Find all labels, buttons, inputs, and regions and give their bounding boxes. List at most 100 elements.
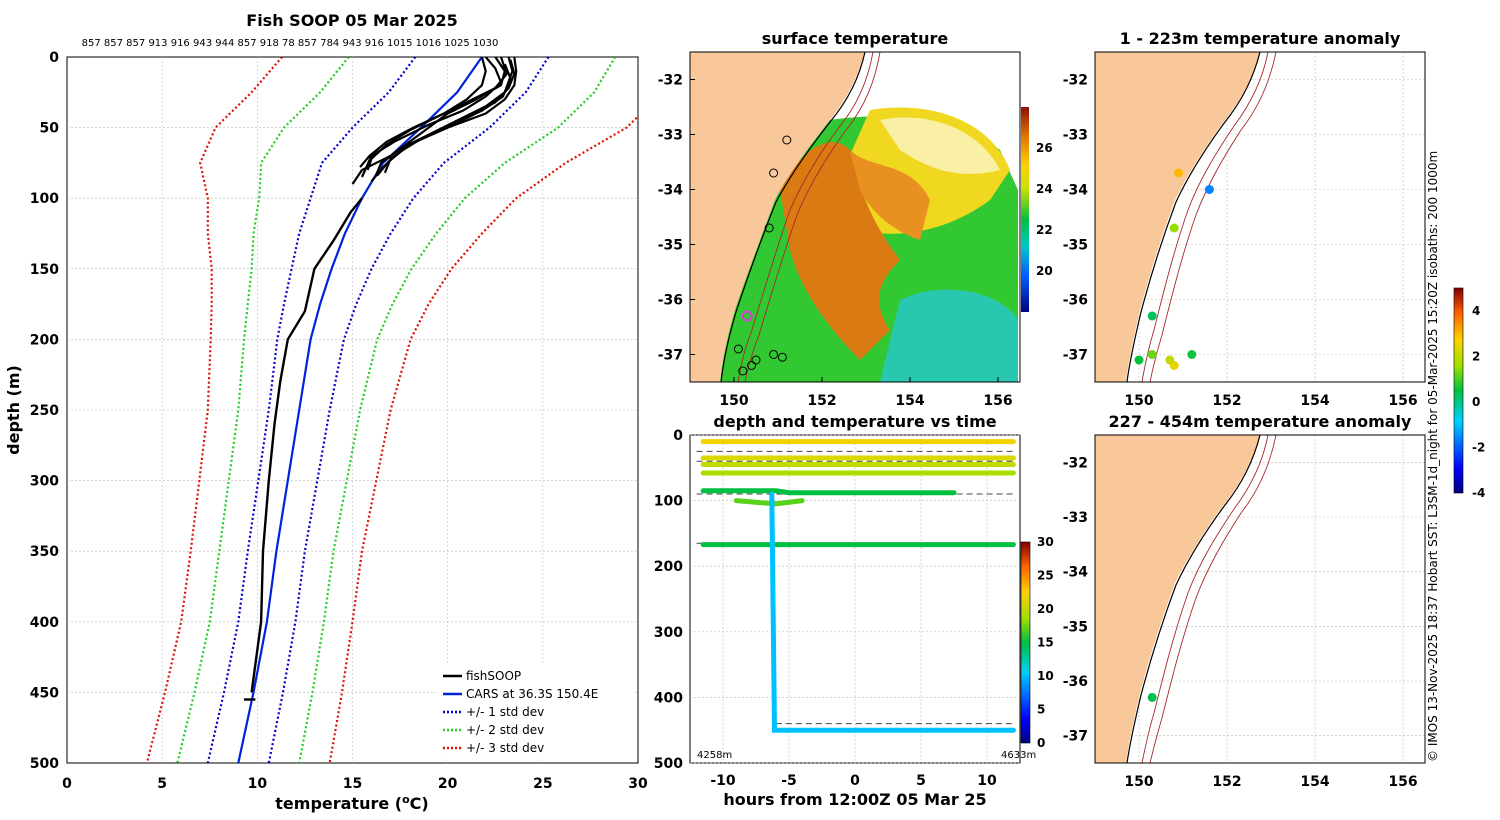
sst-cool-water <box>880 289 1018 382</box>
sst-station-marker <box>764 223 774 233</box>
anom1-geo <box>1095 52 1277 382</box>
time-colorbar <box>1020 541 1031 744</box>
anom-ytick: -35 <box>1063 238 1088 254</box>
profile-title: Fish SOOP 05 Mar 2025 <box>246 11 457 30</box>
anomaly-colorbar-tick: -2 <box>1472 440 1485 454</box>
profile-xtick: 10 <box>248 776 268 792</box>
anom-xtick: 150 <box>1124 393 1153 409</box>
profile-panel: Fish SOOP 05 Mar 2025 857 857 857 913 91… <box>4 11 648 813</box>
time-colorbar-tick: 0 <box>1037 736 1045 750</box>
profile-std1-upper <box>267 57 550 763</box>
anom2-isobath-200 <box>1141 435 1269 763</box>
profile-xlabel: temperature (oC) <box>275 793 428 813</box>
anom-ytick: -35 <box>1063 619 1088 635</box>
anom-xtick: 154 <box>1300 774 1329 790</box>
anomaly-point <box>1174 168 1184 178</box>
profile-xtick: 20 <box>438 776 458 792</box>
profile-std3-lower <box>145 57 283 763</box>
sst-warm-core <box>780 142 900 360</box>
anomaly-point <box>1204 185 1214 194</box>
anomaly-colorbar-tick: 2 <box>1472 349 1480 363</box>
anom-ytick: -33 <box>1063 510 1088 526</box>
sst-ytick: -34 <box>658 183 684 199</box>
sst-colorbar-ticks: 20 22 24 26 <box>1036 141 1053 278</box>
profile-ytick: 300 <box>30 474 59 490</box>
sst-axes <box>689 51 1021 383</box>
sst-xtick: 156 <box>983 393 1012 409</box>
profile-xtick: 30 <box>628 776 648 792</box>
anomaly-colorbar-tick: 0 <box>1472 395 1480 409</box>
anomaly-colorbar-ticks: 4 2 0 -2 -4 <box>1472 304 1485 500</box>
anom-xtick: 150 <box>1124 774 1153 790</box>
anomaly-point <box>1134 355 1144 365</box>
sst-ytick: -37 <box>658 348 683 364</box>
profile-fishsoop-cast <box>360 57 503 178</box>
time-xtick: -10 <box>710 773 736 789</box>
anom-ytick: -32 <box>1063 73 1088 89</box>
anom1-title: 1 - 223m temperature anomaly <box>1120 29 1401 48</box>
sst-colorbar <box>1021 107 1029 312</box>
sst-station-marker <box>733 344 743 354</box>
time-ytick: 100 <box>654 494 683 510</box>
sst-warm-eddy <box>850 150 930 240</box>
time-ytick: 500 <box>654 756 683 772</box>
anom1-land <box>1095 52 1260 382</box>
anomaly-point <box>1147 692 1157 702</box>
profile-ytick: 400 <box>30 615 59 631</box>
sst-colorbar-tick: 24 <box>1036 182 1053 196</box>
anom-ytick: -34 <box>1063 565 1089 581</box>
anom1-coastline <box>1126 52 1261 382</box>
profile-ytick: 50 <box>40 121 60 137</box>
profile-fishsoop-cast <box>376 59 516 177</box>
anomaly-point <box>1187 350 1197 359</box>
anomaly-colorbar <box>1453 287 1464 494</box>
anom-ytick: -36 <box>1063 293 1088 309</box>
legend-std3: +/- 3 std dev <box>466 741 544 755</box>
profile-std2-upper <box>298 57 617 763</box>
profile-ytick: 250 <box>30 403 59 419</box>
time-track-deep <box>769 491 1016 733</box>
anom-ytick: -34 <box>1063 183 1089 199</box>
sst-ticks: 150 152 154 156 -32 -33 -34 -35 -36 -37 <box>658 73 1013 410</box>
anom-ytick: -32 <box>1063 455 1088 471</box>
anomaly-map-1: 1 - 223m temperature anomaly 150 152 154 15… <box>1063 29 1486 500</box>
sst-station-marker <box>777 352 787 362</box>
anom-xtick: 152 <box>1212 393 1241 409</box>
time-colorbar-tick: 30 <box>1037 535 1054 549</box>
anom2-geo <box>1095 435 1277 763</box>
profile-std1-lower <box>206 57 417 763</box>
anomaly-point <box>1147 350 1157 359</box>
sst-isobath-1000 <box>744 52 881 382</box>
profile-legend: fishSOOP CARS at 36.3S 150.4E +/- 1 std … <box>436 664 634 759</box>
time-grid <box>690 434 1020 764</box>
time-colorbar-tick: 5 <box>1037 703 1045 717</box>
time-title: depth and temperature vs time <box>713 412 996 431</box>
time-xtick: 5 <box>916 773 926 789</box>
time-colorbar-tick: 10 <box>1037 669 1054 683</box>
time-ytick: 300 <box>654 625 683 641</box>
sst-map-panel: surface temperature 150 152 154 156 -32 -33 -3… <box>658 29 1053 409</box>
anomaly-point <box>1147 311 1157 321</box>
sst-colorbar-tick: 26 <box>1036 141 1053 155</box>
anom-xtick: 154 <box>1300 393 1329 409</box>
time-ytick: 200 <box>654 559 683 575</box>
profile-ytick: 500 <box>30 756 59 772</box>
time-ytick: 400 <box>654 690 683 706</box>
profile-fishsoop-cast <box>351 57 506 185</box>
anom1-ticks: 150 152 154 156 -32 -33 -34 -35 -36 -37 <box>1063 73 1418 410</box>
sst-ytick: -36 <box>658 293 683 309</box>
profile-std3-upper <box>328 114 638 763</box>
anom2-ticks: 150 152 154 156 -32 -33 -34 -35 -36 -37 <box>1063 455 1418 790</box>
legend-cars: CARS at 36.3S 150.4E <box>466 687 598 701</box>
time-corner-right: 4633m <box>1001 750 1036 761</box>
sst-station-marker <box>769 350 779 359</box>
sst-xtick: 150 <box>719 393 748 409</box>
profile-ytick: 0 <box>49 50 59 66</box>
time-track-100m <box>733 498 805 507</box>
profile-xtick: 0 <box>62 776 72 792</box>
sst-cars-location-marker <box>741 310 753 322</box>
anom-xtick: 156 <box>1388 774 1417 790</box>
sst-coastline <box>720 52 866 382</box>
time-tracks <box>696 439 1016 733</box>
